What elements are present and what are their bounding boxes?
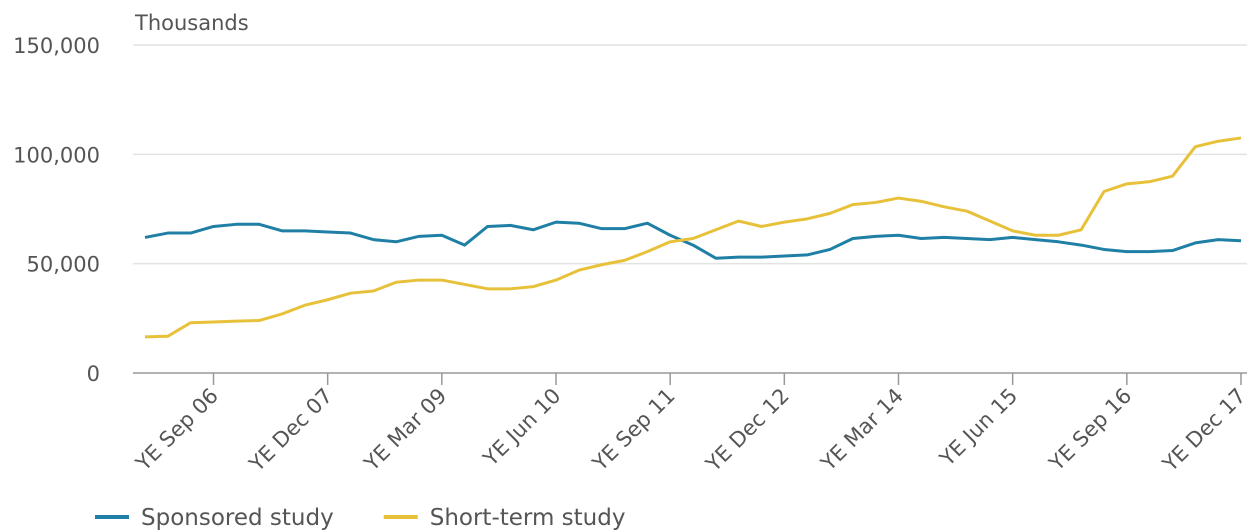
x-tick-label: YE Mar 09	[359, 384, 451, 476]
x-tick-label: YE Sep 16	[1044, 384, 1136, 476]
x-tick-label: YE Sep 06	[131, 384, 223, 476]
x-tick-label: YE Jun 15	[935, 384, 1023, 472]
x-tick-label: YE Dec 07	[244, 384, 337, 477]
x-tick-label: YE Jun 10	[478, 384, 566, 472]
x-tick-label: YE Sep 11	[587, 384, 679, 476]
y-axis-label: Thousands	[134, 11, 249, 35]
y-tick-label: 0	[87, 362, 100, 386]
series-line	[144, 220, 1242, 260]
y-tick-label: 100,000	[13, 143, 100, 167]
x-tick-label: YE Dec 12	[701, 384, 794, 477]
legend-label: Short-term study	[430, 505, 626, 531]
y-tick-label: 50,000	[27, 253, 100, 277]
y-tick-label: 150,000	[13, 34, 100, 58]
x-tick-label: YE Dec 17	[1157, 384, 1247, 477]
legend-label: Sponsored study	[141, 505, 334, 531]
series-line	[144, 136, 1242, 339]
x-tick-label: YE Mar 14	[816, 384, 908, 476]
